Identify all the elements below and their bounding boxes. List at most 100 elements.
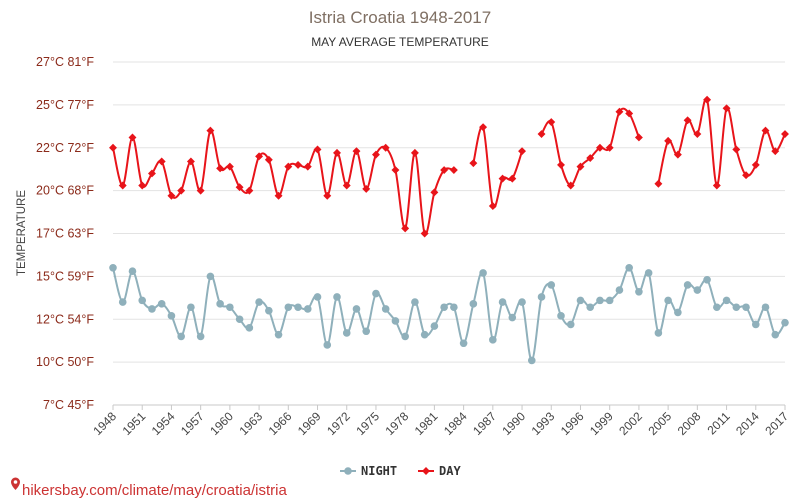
data-point[interactable] [420,330,429,339]
data-point[interactable] [235,183,244,192]
data-point[interactable] [177,186,186,195]
data-point[interactable] [518,298,526,306]
data-point[interactable] [284,162,293,171]
data-point[interactable] [196,186,205,195]
data-point[interactable] [235,315,244,324]
data-point[interactable] [722,104,731,113]
data-point[interactable] [323,191,332,200]
data-point[interactable] [352,305,361,313]
data-point[interactable] [781,130,789,138]
source-link[interactable]: hikersbay.com/climate/may/croatia/istria [22,482,287,499]
data-point[interactable] [654,179,663,188]
data-point[interactable] [508,313,517,322]
data-point[interactable] [313,293,322,301]
data-point[interactable] [167,312,176,320]
data-point[interactable] [459,339,468,348]
data-point[interactable] [225,162,234,171]
data-point[interactable] [742,171,751,180]
data-point[interactable] [566,181,575,190]
data-point[interactable] [255,298,263,306]
data-point[interactable] [683,281,692,289]
data-point[interactable] [440,166,449,175]
data-point[interactable] [128,133,137,142]
data-point[interactable] [216,300,224,308]
data-point[interactable] [732,303,741,312]
data-point[interactable] [781,318,789,327]
legend-item-day[interactable]: DAY [418,464,461,478]
data-point[interactable] [596,296,604,305]
data-point[interactable] [595,143,604,152]
data-point[interactable] [537,293,546,301]
data-point[interactable] [187,303,195,312]
data-point[interactable] [586,303,595,312]
data-point[interactable] [216,164,225,173]
data-point[interactable] [206,272,215,281]
data-point[interactable] [664,136,673,145]
data-point[interactable] [333,148,341,157]
data-point[interactable] [615,286,624,294]
data-point[interactable] [547,281,556,289]
data-point[interactable] [693,130,702,138]
data-point[interactable] [664,296,672,305]
data-point[interactable] [635,288,643,296]
source-credit[interactable]: hikersbay.com/climate/may/croatia/istria [11,477,287,500]
data-point[interactable] [342,181,351,190]
data-point[interactable] [576,162,585,171]
data-point[interactable] [566,320,575,329]
data-point[interactable] [527,356,536,365]
data-point[interactable] [703,276,711,284]
data-point[interactable] [518,147,527,156]
data-point[interactable] [148,305,156,313]
data-point[interactable] [274,191,283,200]
data-point[interactable] [196,332,205,341]
data-point[interactable] [157,300,166,308]
data-point[interactable] [265,306,273,315]
data-point[interactable] [751,160,760,169]
data-point[interactable] [226,303,234,312]
data-point[interactable] [245,324,254,332]
data-point[interactable] [576,296,585,305]
data-point[interactable] [391,166,400,175]
data-point[interactable] [157,157,166,166]
data-point[interactable] [508,174,517,183]
data-point[interactable] [488,202,497,211]
data-point[interactable] [274,330,283,339]
data-point[interactable] [440,303,448,312]
data-point[interactable] [294,303,302,312]
data-point[interactable] [605,143,614,152]
data-point[interactable] [177,332,185,341]
data-point[interactable] [109,143,117,152]
data-point[interactable] [713,303,721,312]
data-point[interactable] [303,162,312,171]
data-point[interactable] [469,300,478,308]
data-point[interactable] [342,329,351,337]
data-point[interactable] [109,264,117,272]
data-point[interactable] [147,169,156,178]
data-point[interactable] [167,191,176,200]
data-point[interactable] [371,150,380,159]
data-point[interactable] [420,229,429,238]
data-point[interactable] [284,303,293,312]
data-point[interactable] [722,296,731,305]
data-point[interactable] [303,305,312,313]
data-point[interactable] [430,322,439,330]
data-point[interactable] [138,296,147,305]
data-point[interactable] [372,289,380,298]
data-point[interactable] [557,312,565,320]
data-point[interactable] [264,155,273,164]
data-point[interactable] [625,264,633,272]
legend[interactable]: NIGHT DAY [340,464,461,478]
data-point[interactable] [255,152,264,161]
data-point[interactable] [751,320,760,329]
data-point[interactable] [742,303,750,312]
data-point[interactable] [313,145,322,154]
data-point[interactable] [186,157,195,166]
data-point[interactable] [654,329,663,337]
data-point[interactable] [605,296,614,305]
data-point[interactable] [489,336,497,344]
data-point[interactable] [362,327,371,336]
legend-item-night[interactable]: NIGHT [340,464,397,478]
data-point[interactable] [644,269,653,277]
data-point[interactable] [498,174,507,183]
data-point[interactable] [674,308,682,317]
